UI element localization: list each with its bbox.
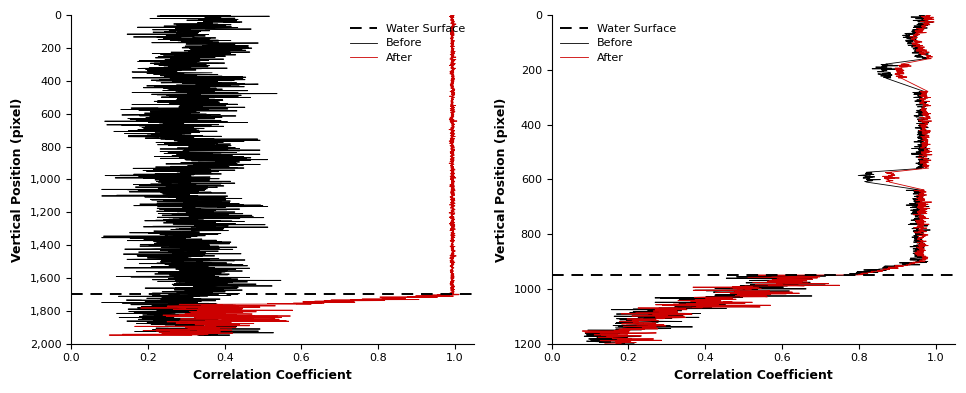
- X-axis label: Correlation Coefficient: Correlation Coefficient: [193, 369, 352, 382]
- Y-axis label: Vertical Position (pixel): Vertical Position (pixel): [496, 97, 508, 262]
- X-axis label: Correlation Coefficient: Correlation Coefficient: [674, 369, 833, 382]
- Y-axis label: Vertical Position (pixel): Vertical Position (pixel): [12, 97, 24, 262]
- Legend: Water Surface, Before, After: Water Surface, Before, After: [346, 21, 469, 66]
- Legend: Water Surface, Before, After: Water Surface, Before, After: [557, 21, 680, 66]
